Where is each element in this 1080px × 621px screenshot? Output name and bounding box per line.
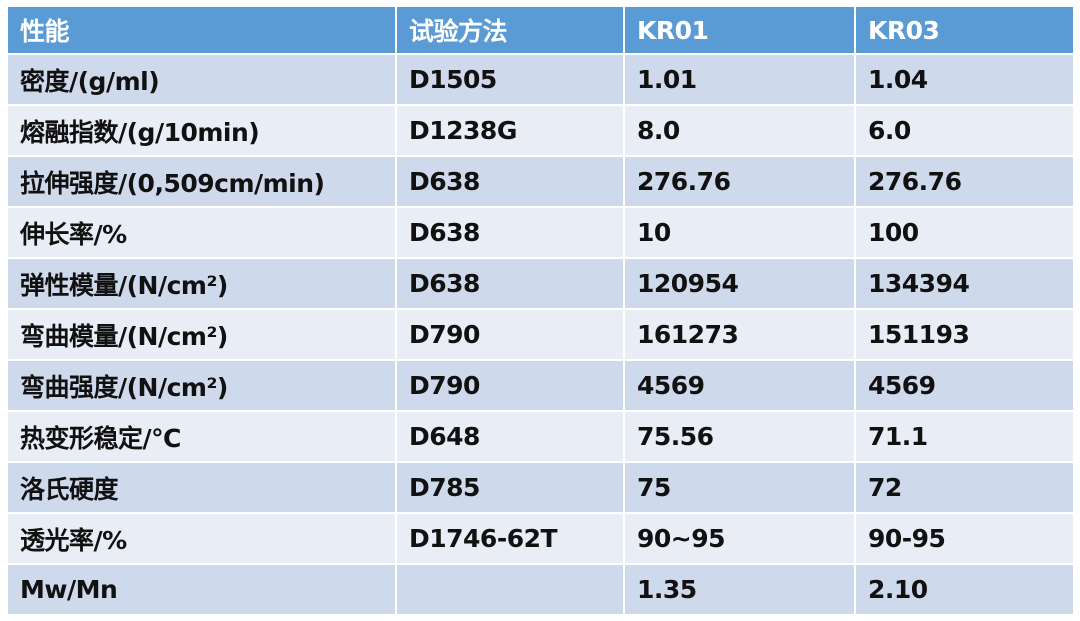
- table-cell: 密度/(g/ml): [8, 55, 395, 104]
- table-cell: [397, 565, 623, 614]
- table-cell: D648: [397, 412, 623, 461]
- table-row: 密度/(g/ml) D1505 1.01 1.04: [8, 55, 1073, 104]
- table-cell: D638: [397, 157, 623, 206]
- header-cell: 性能: [8, 7, 395, 53]
- table-cell: 热变形稳定/℃: [8, 412, 395, 461]
- table-cell: 276.76: [625, 157, 854, 206]
- header-cell: 试验方法: [397, 7, 623, 53]
- table-row: 弯曲强度/(N/cm²) D790 4569 4569: [8, 361, 1073, 410]
- table-cell: 161273: [625, 310, 854, 359]
- table-cell: 4569: [856, 361, 1073, 410]
- table-cell: 伸长率/%: [8, 208, 395, 257]
- table-cell: 276.76: [856, 157, 1073, 206]
- table-cell: D1505: [397, 55, 623, 104]
- table-row: 洛氏硬度 D785 75 72: [8, 463, 1073, 512]
- table-cell: 151193: [856, 310, 1073, 359]
- table-row: 弯曲模量/(N/cm²) D790 161273 151193: [8, 310, 1073, 359]
- table-cell: 1.35: [625, 565, 854, 614]
- table-row: Mw/Mn 1.35 2.10: [8, 565, 1073, 614]
- table-cell: 洛氏硬度: [8, 463, 395, 512]
- table-row: 热变形稳定/℃ D648 75.56 71.1: [8, 412, 1073, 461]
- table-row: 熔融指数/(g/10min) D1238G 8.0 6.0: [8, 106, 1073, 155]
- table-row: 拉伸强度/(0,509cm/min) D638 276.76 276.76: [8, 157, 1073, 206]
- header-row: 性能 试验方法 KR01 KR03: [8, 7, 1073, 53]
- table-cell: 120954: [625, 259, 854, 308]
- table-cell: 90~95: [625, 514, 854, 563]
- table-cell: D1746-62T: [397, 514, 623, 563]
- properties-table: 性能 试验方法 KR01 KR03 密度/(g/ml) D1505 1.01 1.04…: [6, 5, 1075, 616]
- table-cell: 6.0: [856, 106, 1073, 155]
- table-cell: 弹性模量/(N/cm²): [8, 259, 395, 308]
- table-cell: 8.0: [625, 106, 854, 155]
- table-cell: 2.10: [856, 565, 1073, 614]
- table-cell: 71.1: [856, 412, 1073, 461]
- table-cell: 4569: [625, 361, 854, 410]
- table-cell: D785: [397, 463, 623, 512]
- header-cell: KR01: [625, 7, 854, 53]
- table-cell: 72: [856, 463, 1073, 512]
- table-row: 弹性模量/(N/cm²) D638 120954 134394: [8, 259, 1073, 308]
- table-cell: 熔融指数/(g/10min): [8, 106, 395, 155]
- table-cell: 1.01: [625, 55, 854, 104]
- table-cell: 透光率/%: [8, 514, 395, 563]
- table-cell: 134394: [856, 259, 1073, 308]
- table-cell: Mw/Mn: [8, 565, 395, 614]
- header-cell: KR03: [856, 7, 1073, 53]
- table-cell: D790: [397, 310, 623, 359]
- table-cell: 75: [625, 463, 854, 512]
- table-cell: 10: [625, 208, 854, 257]
- table-cell: 90-95: [856, 514, 1073, 563]
- table-row: 透光率/% D1746-62T 90~95 90-95: [8, 514, 1073, 563]
- table-cell: D638: [397, 259, 623, 308]
- table-cell: 1.04: [856, 55, 1073, 104]
- table-cell: 75.56: [625, 412, 854, 461]
- table-row: 伸长率/% D638 10 100: [8, 208, 1073, 257]
- table-cell: D790: [397, 361, 623, 410]
- table-cell: D1238G: [397, 106, 623, 155]
- table-cell: 100: [856, 208, 1073, 257]
- table-cell: 拉伸强度/(0,509cm/min): [8, 157, 395, 206]
- table-cell: 弯曲模量/(N/cm²): [8, 310, 395, 359]
- table-cell: D638: [397, 208, 623, 257]
- table-cell: 弯曲强度/(N/cm²): [8, 361, 395, 410]
